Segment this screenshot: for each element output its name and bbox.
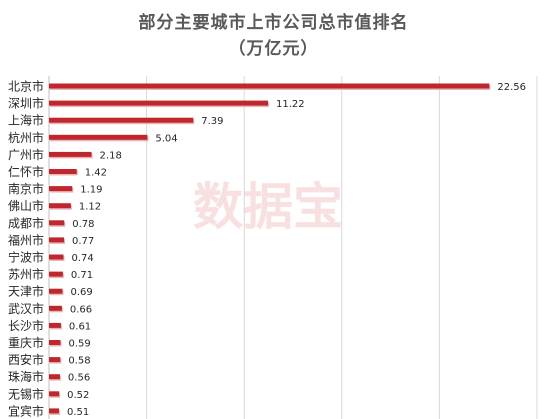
bar	[49, 391, 60, 397]
category-label: 西安市	[8, 352, 44, 367]
data-label: 2.18	[100, 150, 122, 161]
category-label: 重庆市	[8, 335, 44, 350]
category-label: 无锡市	[8, 386, 44, 401]
bar	[49, 220, 65, 226]
bar	[49, 288, 63, 294]
watermark: 数据宝	[193, 178, 343, 236]
gridlines	[48, 76, 538, 419]
category-label: 珠海市	[8, 369, 44, 384]
data-label: 0.74	[71, 253, 93, 264]
bars	[49, 83, 491, 415]
category-label: 广州市	[8, 147, 44, 162]
data-label: 0.71	[71, 270, 93, 281]
data-label: 22.56	[497, 82, 526, 93]
category-label: 福州市	[8, 232, 44, 247]
data-label: 1.12	[79, 202, 101, 213]
data-label: 0.61	[69, 321, 91, 332]
data-label: 0.56	[68, 373, 90, 384]
chart-title: 部分主要城市上市公司总市值排名	[138, 13, 409, 33]
bar	[49, 169, 77, 174]
data-label: 0.78	[72, 219, 94, 230]
category-label: 仁怀市	[8, 164, 44, 179]
data-label: 0.69	[70, 287, 92, 298]
category-label: 苏州市	[8, 267, 44, 282]
category-label: 长沙市	[8, 318, 44, 333]
bar	[49, 271, 63, 277]
bar	[49, 83, 490, 89]
category-label: 南京市	[8, 181, 44, 196]
data-label: 0.66	[70, 304, 92, 315]
category-label: 杭州市	[8, 130, 44, 145]
bar	[49, 134, 148, 140]
bar	[49, 408, 59, 414]
chart-subtitle: （万亿元）	[228, 39, 319, 59]
category-label: 宁波市	[8, 250, 44, 265]
bar	[49, 305, 62, 311]
bar	[49, 340, 61, 345]
category-label: 佛山市	[8, 198, 44, 213]
data-label: 0.51	[67, 407, 89, 418]
bar	[49, 151, 92, 157]
bar	[49, 186, 73, 192]
data-label: 7.39	[201, 116, 223, 127]
data-label: 0.59	[69, 339, 91, 350]
watermark-text: 数据宝	[193, 178, 343, 236]
category-label: 天津市	[8, 284, 44, 299]
category-label: 成都市	[8, 215, 44, 230]
data-label: 0.58	[68, 356, 90, 367]
category-label: 上海市	[8, 113, 44, 128]
category-label: 武汉市	[8, 301, 44, 316]
bar	[49, 203, 71, 209]
data-label: 1.42	[85, 168, 107, 179]
category-label: 深圳市	[8, 96, 44, 111]
data-label: 1.19	[80, 185, 102, 196]
bar	[49, 100, 269, 106]
bar	[49, 374, 60, 380]
bar	[49, 322, 61, 328]
bar	[49, 254, 64, 260]
labels: 北京市 22.56 深圳市 11.22 上海市 7.39 杭州市 5.04 广州市 2.18 仁怀市…	[8, 79, 526, 419]
bar	[49, 357, 61, 363]
data-label: 11.22	[276, 99, 305, 110]
bar	[49, 117, 194, 123]
bar	[49, 237, 65, 243]
data-label: 0.77	[72, 236, 94, 247]
category-label: 宜宾市	[8, 403, 44, 418]
category-label: 北京市	[8, 79, 44, 94]
data-label: 0.52	[67, 390, 89, 401]
data-label: 5.04	[155, 133, 177, 144]
